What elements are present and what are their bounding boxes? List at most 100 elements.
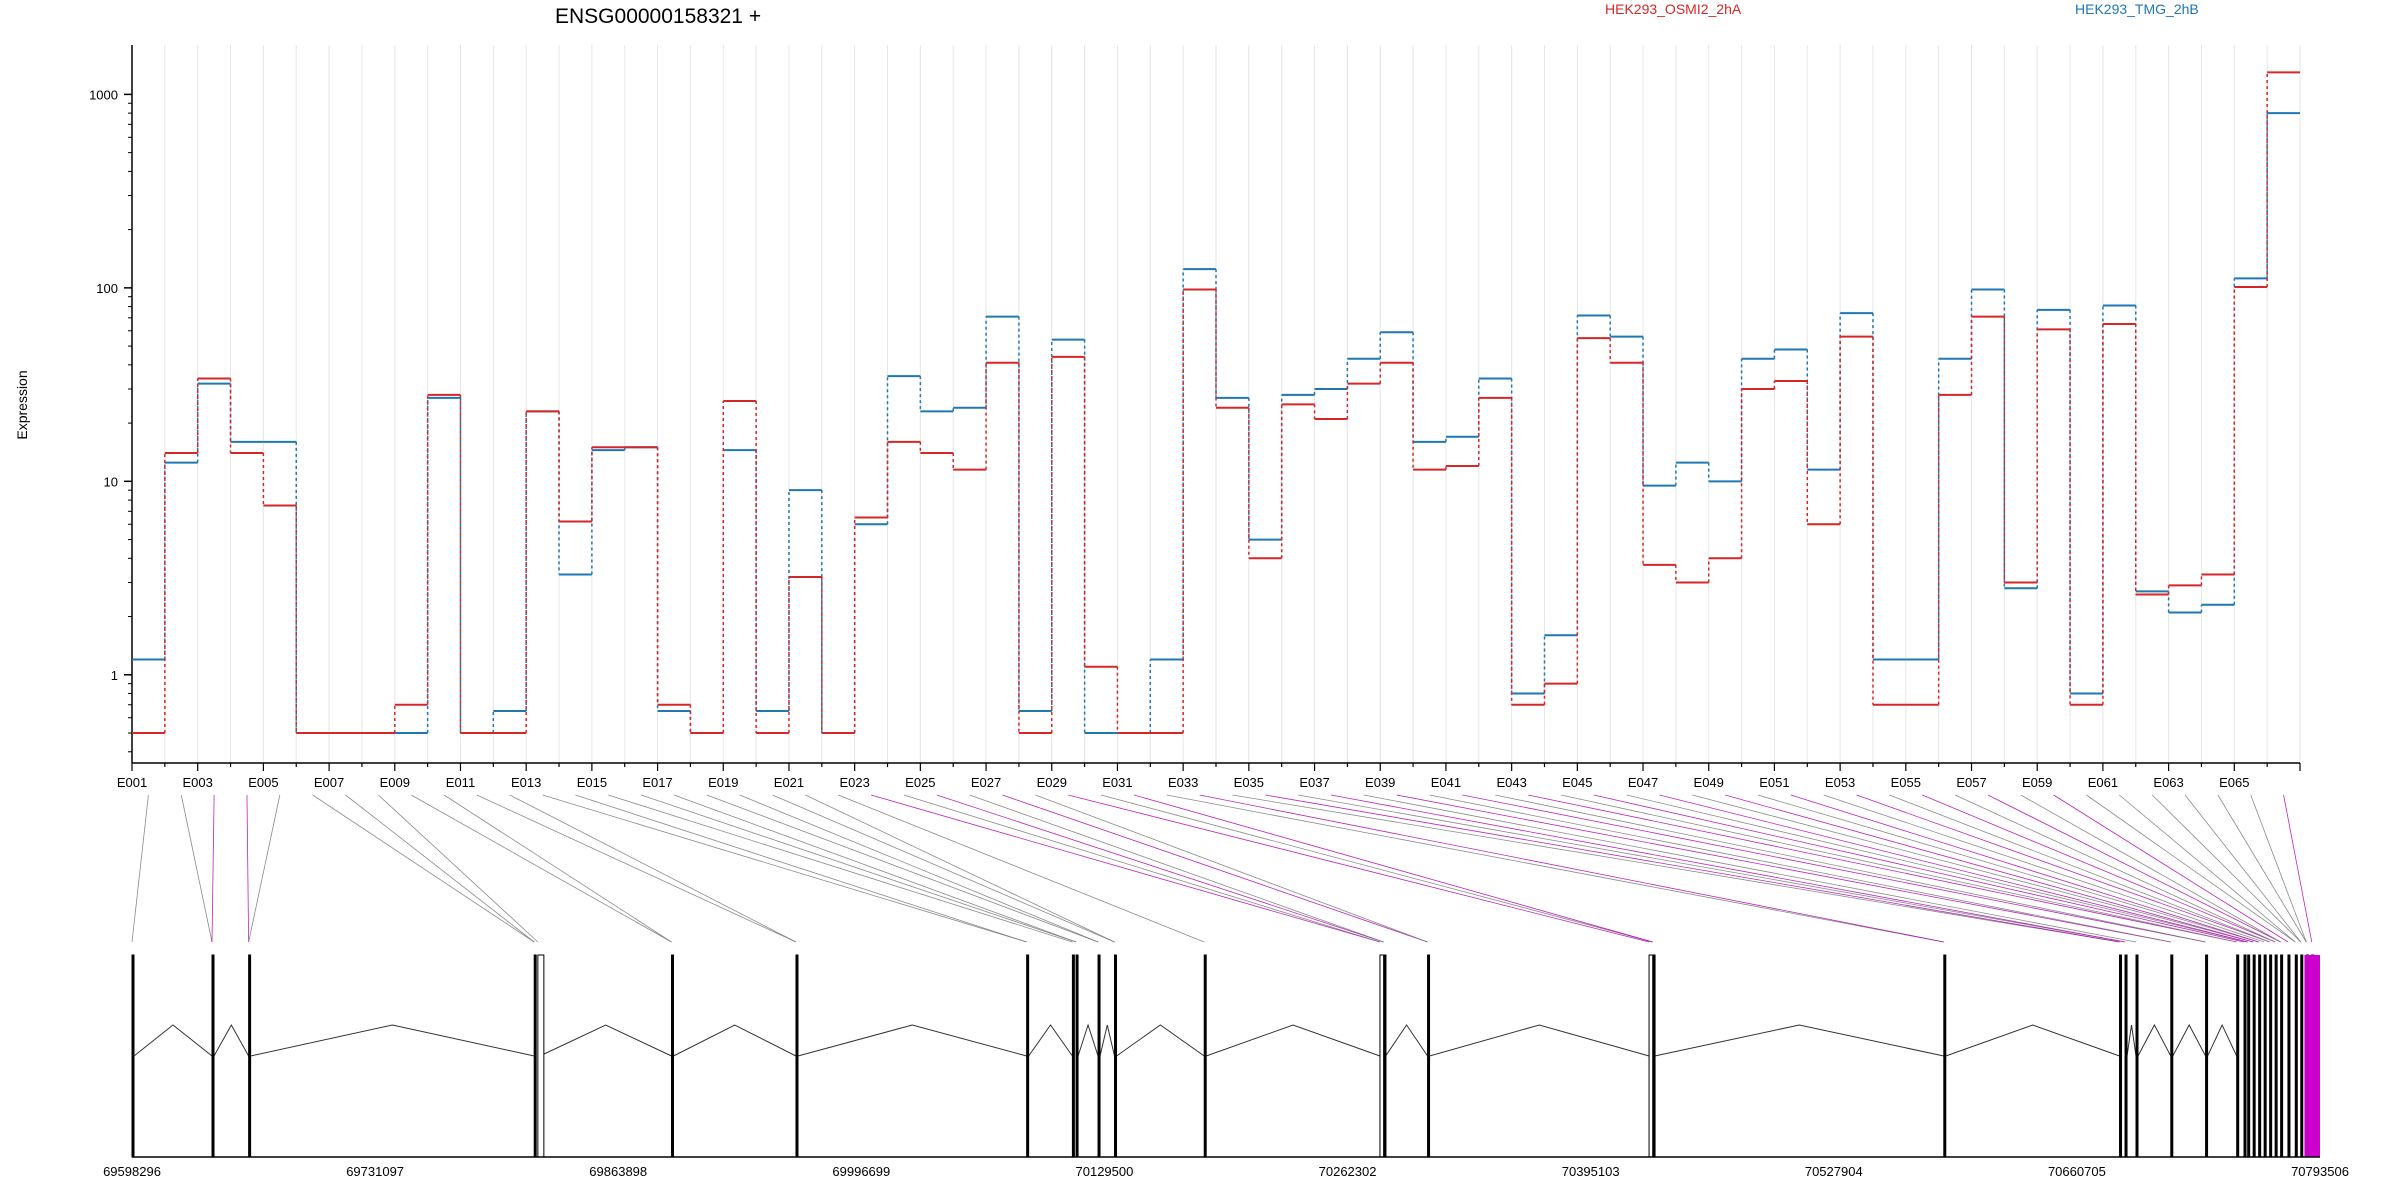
legend-series-a: HEK293_OSMI2_2hA [1605, 1, 1742, 17]
x-tick-label: E035 [1234, 775, 1264, 790]
exon-connector [772, 794, 1115, 943]
exon-connector [476, 794, 797, 943]
exon [533, 954, 537, 1158]
exon [2119, 954, 2123, 1158]
plot-grid [131, 45, 2301, 763]
exon-connector [1626, 794, 2248, 943]
exon [2170, 954, 2174, 1158]
intron [213, 1023, 250, 1057]
exon-connector [1429, 794, 2171, 943]
intron [1077, 1023, 1099, 1057]
exon-connector [2250, 794, 2307, 943]
intron [1206, 1024, 1381, 1057]
exon-connector [246, 794, 250, 943]
coordinate-label: 69731097 [346, 1164, 404, 1179]
intron [1099, 1024, 1115, 1057]
exon-connector [1495, 794, 2206, 943]
exon [1097, 954, 1101, 1158]
exon [795, 954, 799, 1158]
exon-connector [1298, 794, 2126, 943]
exon [1427, 954, 1431, 1158]
y-axis-ticks: 1 10 100 1000 [89, 87, 132, 753]
exon [248, 954, 252, 1158]
exon-connector [1922, 794, 2276, 943]
x-tick-label: E047 [1628, 775, 1658, 790]
x-tick-label: E041 [1431, 775, 1461, 790]
x-tick-label: E053 [1825, 775, 1855, 790]
exon [1383, 954, 1387, 1158]
exon [2205, 954, 2209, 1158]
intron [539, 1024, 672, 1057]
chart-title: ENSG00000158321 + [555, 5, 761, 28]
exon [2243, 954, 2247, 1158]
y-tick-label: 100 [96, 281, 118, 296]
intron [1028, 1024, 1073, 1057]
coordinate-label: 70660705 [2048, 1164, 2106, 1179]
exon-connector [838, 794, 1205, 943]
exon [1075, 954, 1079, 1158]
exon-connector [739, 794, 1099, 943]
exon-connector [2217, 794, 2307, 943]
exon-connector [673, 794, 1077, 943]
exon-connector [1035, 794, 1428, 943]
intron [2172, 1023, 2207, 1057]
exon-connector [2119, 794, 2296, 943]
exon-connector [969, 794, 1384, 943]
exon [2294, 954, 2298, 1158]
x-tick-label: E045 [1562, 775, 1592, 790]
exon [670, 954, 674, 1158]
exon [2247, 954, 2251, 1158]
exon [2124, 954, 2128, 1158]
x-tick-label: E039 [1365, 775, 1395, 790]
exon-connector [1232, 794, 2120, 943]
intron [1945, 1024, 2120, 1057]
x-tick-label: E003 [183, 775, 213, 790]
intron [2137, 1023, 2172, 1057]
exon [2274, 954, 2278, 1158]
y-tick-label: 10 [104, 474, 118, 489]
exon-connector [1659, 794, 2248, 943]
exon [537, 954, 545, 1158]
intron [673, 1024, 797, 1057]
exon [2269, 954, 2273, 1158]
x-axis-ticks: E001 E003 E005 E007 E009 E011 E013 E015 E017 E019… [117, 763, 2301, 790]
exon-connector [1593, 794, 2245, 943]
exon-connector [1527, 794, 2237, 943]
exon-connector [641, 794, 1077, 943]
exon-connector [608, 794, 1073, 943]
exon-connectors [131, 794, 2313, 943]
exon [1114, 954, 1118, 1158]
exon [1943, 954, 1947, 1158]
exon-connector [1363, 794, 2137, 943]
exon [1026, 954, 1030, 1158]
exon-connector [1560, 794, 2237, 943]
x-tick-label: E025 [905, 775, 935, 790]
exon [2300, 954, 2304, 1158]
x-tick-label: E023 [839, 775, 869, 790]
exon-connector [870, 794, 1381, 943]
exon-connector [131, 794, 149, 943]
coordinate-label: 70527904 [1805, 1164, 1863, 1179]
exon-connector [1889, 794, 2270, 943]
x-tick-label: E063 [2153, 775, 2183, 790]
coordinate-label: 70793506 [2291, 1164, 2349, 1179]
intron [2207, 1023, 2238, 1057]
exon-connector [180, 794, 213, 943]
y-axis-label: Expression [14, 370, 30, 439]
x-tick-label: E059 [2022, 775, 2052, 790]
x-tick-label: E001 [117, 775, 147, 790]
exon-connector [248, 794, 281, 943]
coordinate-label: 70395103 [1562, 1164, 1620, 1179]
exon-connector [1265, 794, 2120, 943]
exon-connector [1199, 794, 1944, 943]
x-tick-label: E007 [314, 775, 344, 790]
intron [1654, 1024, 1944, 1057]
exon [2280, 954, 2284, 1158]
exon [2287, 954, 2291, 1158]
x-tick-label: E011 [446, 775, 475, 790]
exon-connector [1725, 794, 2254, 943]
intron [133, 1024, 213, 1057]
exon-connector [2184, 794, 2302, 943]
exon-connector [1068, 794, 1650, 943]
